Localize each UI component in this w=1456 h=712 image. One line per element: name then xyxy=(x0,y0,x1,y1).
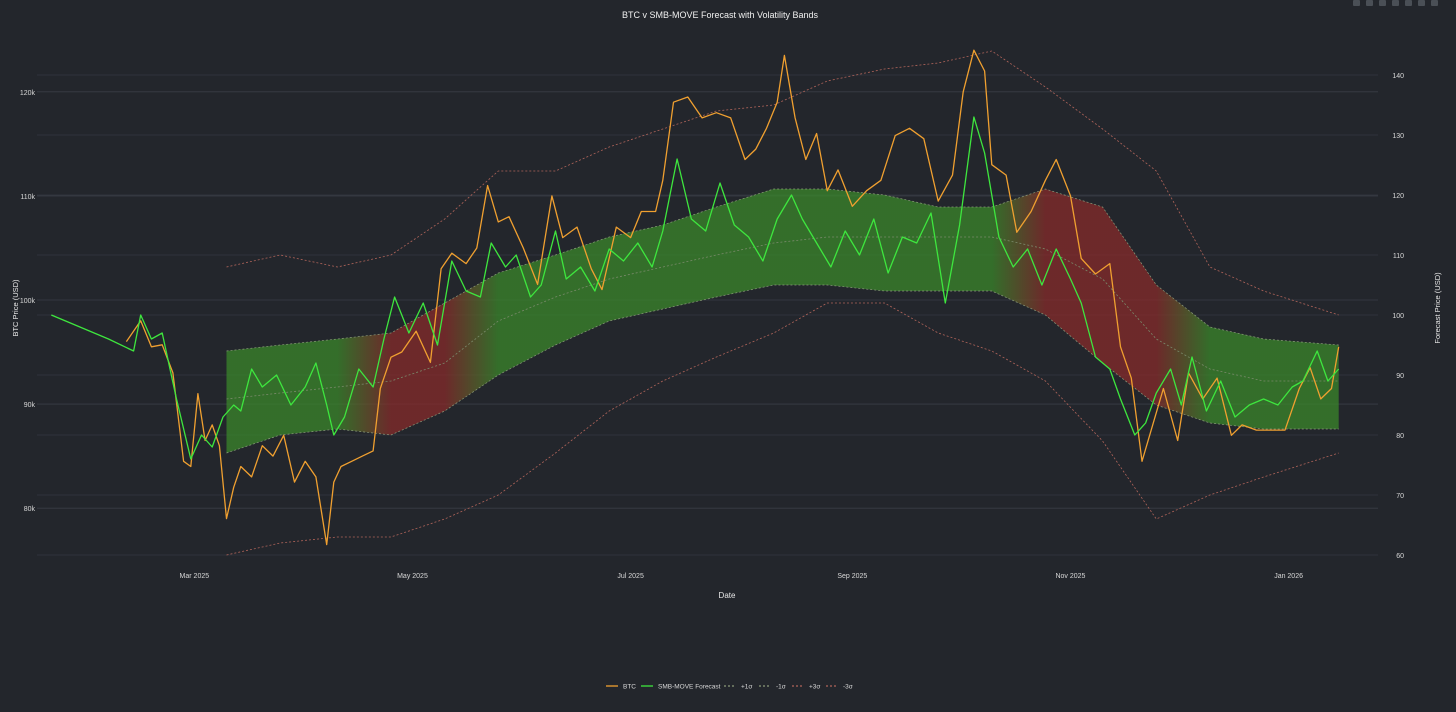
legend-minus1-sigma[interactable]: -1σ xyxy=(759,684,786,691)
y-left-tick-label: 100k xyxy=(20,298,36,305)
legend-forecast-label: SMB-MOVE Forecast xyxy=(658,684,721,691)
autoscale-icon[interactable] xyxy=(1418,0,1425,6)
zoom-icon[interactable] xyxy=(1366,0,1373,6)
x-tick-label: Jan 2026 xyxy=(1274,573,1303,580)
legend[interactable]: BTC SMB-MOVE Forecast +1σ -1σ +3σ -3σ xyxy=(606,684,853,691)
y-left-tick-label: 110k xyxy=(20,194,35,201)
sigma1-band-fill xyxy=(226,189,1339,453)
x-tick-label: Mar 2025 xyxy=(180,573,210,580)
btc-line xyxy=(125,49,1340,546)
legend-plus1-sigma[interactable]: +1σ xyxy=(724,684,752,691)
volatility-bands xyxy=(226,50,1339,556)
y-right-tick-label: 110 xyxy=(1393,253,1404,260)
x-axis-label: Date xyxy=(719,591,736,600)
y-right-tick-label: 130 xyxy=(1392,133,1404,140)
plot-modebar[interactable] xyxy=(1353,0,1438,8)
x-tick-label: Sep 2025 xyxy=(837,573,867,580)
legend-minus1-sigma-label: -1σ xyxy=(776,684,786,691)
y-left-tick-label: 90k xyxy=(24,402,36,409)
plus1-sigma-line xyxy=(226,188,1339,352)
y-axis-right-label: Forecast Price (USD) xyxy=(1433,272,1442,344)
y-left-tick-label: 120k xyxy=(20,90,36,97)
y-right-tick-label: 80 xyxy=(1396,433,1404,440)
legend-plus3-sigma[interactable]: +3σ xyxy=(792,684,820,691)
pan-icon[interactable] xyxy=(1379,0,1386,6)
x-tick-label: May 2025 xyxy=(397,573,428,580)
legend-minus3-sigma-label: -3σ xyxy=(843,684,853,691)
zoom-out-icon[interactable] xyxy=(1405,0,1412,6)
y-left-tick-label: 80k xyxy=(24,506,36,513)
y-axis-left-label: BTC Price (USD) xyxy=(11,279,20,337)
legend-plus1-sigma-label: +1σ xyxy=(741,684,752,691)
y-right-tick-label: 60 xyxy=(1396,553,1404,560)
band-mid-line xyxy=(226,236,1339,400)
y-right-tick-label: 70 xyxy=(1396,493,1404,500)
forecast-line xyxy=(51,116,1340,460)
minus1-sigma-line xyxy=(226,284,1339,454)
plus3-sigma-line xyxy=(226,50,1339,316)
axes: 80k 90k 100k 110k 120k 60 70 80 90 100 110 120 130 14… xyxy=(20,73,1404,580)
camera-icon[interactable] xyxy=(1353,0,1360,6)
x-tick-label: Nov 2025 xyxy=(1055,573,1085,580)
legend-plus3-sigma-label: +3σ xyxy=(809,684,820,691)
x-tick-label: Jul 2025 xyxy=(617,573,644,580)
series-lines xyxy=(51,49,1340,546)
legend-btc-label: BTC xyxy=(623,684,636,691)
chart-title: BTC v SMB-MOVE Forecast with Volatility … xyxy=(622,10,819,20)
y-right-tick-label: 90 xyxy=(1396,373,1404,380)
y-right-tick-label: 140 xyxy=(1392,73,1404,80)
legend-minus3-sigma[interactable]: -3σ xyxy=(826,684,853,691)
reset-axes-icon[interactable] xyxy=(1431,0,1438,6)
zoom-in-icon[interactable] xyxy=(1392,0,1399,6)
legend-btc[interactable]: BTC xyxy=(606,684,636,691)
grid-lines xyxy=(37,74,1378,556)
y-right-tick-label: 120 xyxy=(1392,193,1404,200)
minus3-sigma-line xyxy=(226,302,1339,556)
legend-forecast[interactable]: SMB-MOVE Forecast xyxy=(641,684,721,691)
y-right-tick-label: 100 xyxy=(1392,313,1404,320)
